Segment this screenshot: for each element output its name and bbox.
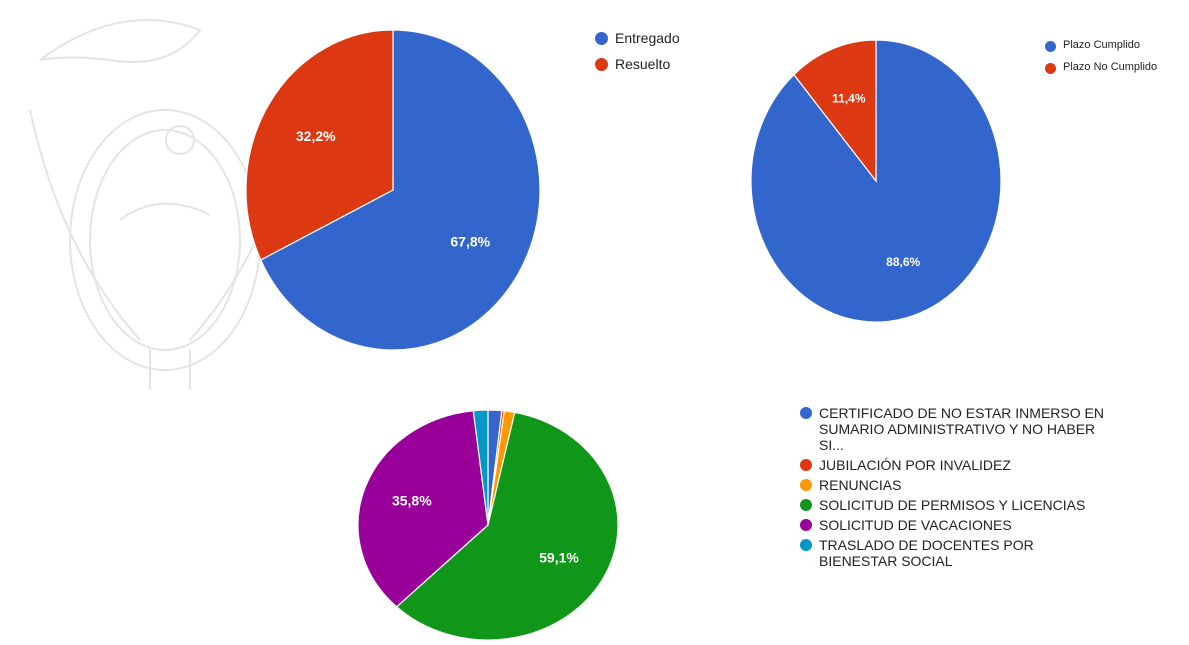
legend-item: Resuelto [595, 56, 795, 72]
pie-slice [472, 409, 489, 526]
pie-slice [793, 39, 877, 183]
legend-item: CERTIFICADO DE NO ESTAR INMERSO EN SUMAR… [800, 405, 1110, 453]
slice-label: 67,8% [450, 233, 490, 249]
legend-marker [1045, 63, 1056, 74]
legend-label: CERTIFICADO DE NO ESTAR INMERSO EN SUMAR… [819, 405, 1104, 453]
legend-label: RENUNCIAS [819, 477, 902, 493]
legend-item: Plazo No Cumplido [1045, 61, 1185, 74]
legend-label: Resuelto [615, 56, 671, 72]
legend-marker [1045, 41, 1056, 52]
legend-item: Plazo Cumplido [1045, 39, 1185, 52]
legend-label: JUBILACIÓN POR INVALIDEZ [819, 457, 1011, 473]
slice-label: 11,4% [832, 91, 866, 105]
pie: 59,1% 35,8% [357, 409, 619, 641]
pie-slice [260, 29, 541, 351]
legend-marker [595, 58, 608, 71]
pie-slice [245, 29, 394, 261]
legend-item: RENUNCIAS [800, 477, 1110, 493]
legend-label: TRASLADO DE DOCENTES POR BIENESTAR SOCIA… [819, 537, 1034, 569]
legend-marker [800, 407, 812, 419]
legend-marker [595, 32, 608, 45]
slice-label: 35,8% [392, 492, 432, 508]
pie: 88,6% 11,4% [750, 39, 1002, 323]
legend-item: SOLICITUD DE PERMISOS Y LICENCIAS [800, 497, 1110, 513]
legend-item: JUBILACIÓN POR INVALIDEZ [800, 457, 1110, 473]
slice-label: 59,1% [539, 549, 579, 565]
legend-label: Plazo No Cumplido [1063, 61, 1158, 73]
legend: CERTIFICADO DE NO ESTAR INMERSO EN SUMAR… [800, 405, 1110, 573]
slice-label: 32,2% [296, 128, 336, 144]
pie: 67,8% 32,2% [245, 29, 541, 351]
legend-item: Entregado [595, 30, 795, 46]
slice-label: 88,6% [886, 255, 920, 269]
legend-marker [800, 499, 812, 511]
legend-marker [800, 519, 812, 531]
legend: Entregado Resuelto [595, 30, 795, 82]
legend-marker [800, 539, 812, 551]
legend-label: SOLICITUD DE PERMISOS Y LICENCIAS [819, 497, 1086, 513]
legend-item: SOLICITUD DE VACACIONES [800, 517, 1110, 533]
pie-slice [357, 410, 489, 608]
legend-label: SOLICITUD DE VACACIONES [819, 517, 1012, 533]
legend-marker [800, 479, 812, 491]
legend-marker [800, 459, 812, 471]
legend: Plazo Cumplido Plazo No Cumplido [1045, 39, 1185, 83]
pie-slice [395, 411, 619, 641]
legend-label: Entregado [615, 30, 680, 46]
legend-item: TRASLADO DE DOCENTES POR BIENESTAR SOCIA… [800, 537, 1110, 569]
legend-label: Plazo Cumplido [1063, 39, 1141, 51]
